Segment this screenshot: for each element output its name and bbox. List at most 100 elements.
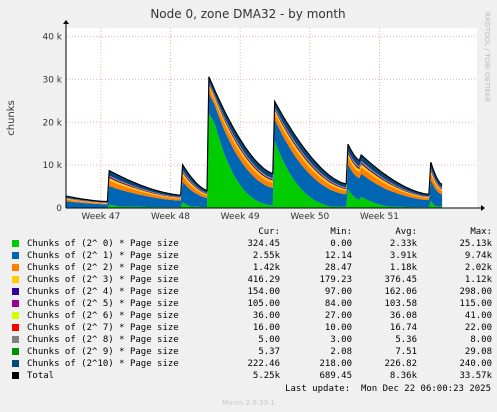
legend-swatch xyxy=(12,324,19,331)
legend-min: 28.47 xyxy=(324,263,352,273)
y-axis-arrow xyxy=(63,20,69,24)
legend-row: Chunks of (2^ 2) * Page size 1.42k 28.47 1.… xyxy=(12,262,492,274)
legend-label: Chunks of (2^ 1) * Page size xyxy=(27,251,179,261)
x-tick-label: Week 50 xyxy=(290,212,329,222)
legend-row: Chunks of (2^ 1) * Page size 2.55k 12.14 3.… xyxy=(12,250,492,262)
legend-row: Total 5.25k 689.45 8.36k 33.57k xyxy=(12,370,492,382)
legend-max: 1.12k xyxy=(464,275,492,285)
legend-min: 12.14 xyxy=(324,251,352,261)
legend-min: 179.23 xyxy=(319,275,352,285)
y-axis-label: chunks xyxy=(6,100,17,136)
legend-max: 2.02k xyxy=(464,263,492,273)
legend-label: Chunks of (2^ 3) * Page size xyxy=(27,275,179,285)
legend-label: Chunks of (2^ 9) * Page size xyxy=(27,347,179,357)
header-avg: Avg: xyxy=(395,227,417,237)
legend-label: Chunks of (2^ 4) * Page size xyxy=(27,287,179,297)
legend-cur: 154.00 xyxy=(247,287,280,297)
legend-cur: 16.00 xyxy=(252,323,280,333)
legend-swatch xyxy=(12,360,19,367)
legend-swatch xyxy=(12,288,19,295)
x-tick-label: Week 48 xyxy=(151,212,190,222)
legend-swatch xyxy=(12,348,19,355)
legend-label: Chunks of (2^ 8) * Page size xyxy=(27,335,179,345)
legend-cur: 5.37 xyxy=(258,347,280,357)
legend-cur: 416.29 xyxy=(247,275,280,285)
y-tick-label: 0 xyxy=(56,204,62,214)
header-min: Min: xyxy=(330,227,352,237)
y-tick-label: 10 k xyxy=(42,161,62,171)
legend-avg: 376.45 xyxy=(384,275,417,285)
x-tick-label: Week 47 xyxy=(81,212,120,222)
legend-row: Chunks of (2^ 0) * Page size 324.45 0.00 2.… xyxy=(12,238,492,250)
legend-label: Chunks of (2^ 7) * Page size xyxy=(27,323,179,333)
legend-row: Chunks of (2^ 9) * Page size 5.37 2.08 7.51… xyxy=(12,346,492,358)
legend-avg: 8.36k xyxy=(389,371,417,381)
legend-avg: 1.18k xyxy=(389,263,417,273)
grid xyxy=(66,28,477,208)
legend-swatch xyxy=(12,336,19,343)
total-line xyxy=(65,76,443,203)
legend-cur: 324.45 xyxy=(247,239,280,249)
legend-rows: Chunks of (2^ 0) * Page size 324.45 0.00 2.… xyxy=(12,238,492,382)
legend-swatch xyxy=(12,240,19,247)
legend-avg: 5.36 xyxy=(395,335,417,345)
chart-title: Node 0, zone DMA32 - by month xyxy=(150,7,345,21)
legend-max: 240.00 xyxy=(459,359,492,369)
legend-label: Chunks of (2^10) * Page size xyxy=(27,359,179,369)
legend-row: Chunks of (2^ 7) * Page size 16.00 10.00 16… xyxy=(12,322,492,334)
legend-min: 3.00 xyxy=(330,335,352,345)
legend-max: 115.00 xyxy=(459,299,492,309)
legend-row: Chunks of (2^ 4) * Page size 154.00 97.00 1… xyxy=(12,286,492,298)
y-tick-label: 40 k xyxy=(42,33,62,43)
legend-max: 41.00 xyxy=(464,311,492,321)
legend-avg: 162.06 xyxy=(384,287,417,297)
legend-max: 25.13k xyxy=(459,239,492,249)
legend-row: Chunks of (2^10) * Page size 222.46 218.00… xyxy=(12,358,492,370)
legend-label: Chunks of (2^ 6) * Page size xyxy=(27,311,179,321)
legend-swatch xyxy=(12,264,19,271)
x-tick-label: Week 51 xyxy=(360,212,399,222)
legend-swatch xyxy=(12,276,19,283)
legend-min: 218.00 xyxy=(319,359,352,369)
legend-label: Chunks of (2^ 0) * Page size xyxy=(27,239,179,249)
legend-cur: 36.00 xyxy=(252,311,280,321)
y-tick-label: 30 k xyxy=(42,75,62,85)
stacked-areas xyxy=(65,76,443,208)
munin-footer: Munin 2.0.33-1 xyxy=(222,399,275,407)
legend: Cur: Min: Avg: Max: Chunks of (2^ 0) * P… xyxy=(12,226,492,382)
legend-row: Chunks of (2^ 6) * Page size 36.00 27.00 36… xyxy=(12,310,492,322)
legend-row: Chunks of (2^ 3) * Page size 416.29 179.23… xyxy=(12,274,492,286)
legend-max: 22.00 xyxy=(464,323,492,333)
legend-cur: 1.42k xyxy=(252,263,280,273)
legend-max: 298.00 xyxy=(459,287,492,297)
legend-row: Chunks of (2^ 8) * Page size 5.00 3.00 5.36… xyxy=(12,334,492,346)
legend-cur: 105.00 xyxy=(247,299,280,309)
legend-cur: 222.46 xyxy=(247,359,280,369)
legend-label: Chunks of (2^ 2) * Page size xyxy=(27,263,179,273)
legend-min: 10.00 xyxy=(324,323,352,333)
legend-min: 0.00 xyxy=(330,239,352,249)
chart: Node 0, zone DMA32 - by month chunks RRD… xyxy=(6,7,491,222)
legend-min: 97.00 xyxy=(324,287,352,297)
legend-max: 8.00 xyxy=(470,335,492,345)
legend-swatch xyxy=(12,372,19,379)
legend-label: Total xyxy=(27,371,55,381)
last-update: Last update: Mon Dec 22 06:00:23 2025 xyxy=(285,384,491,394)
legend-swatch xyxy=(12,312,19,319)
legend-max: 29.08 xyxy=(464,347,492,357)
legend-header: Cur: Min: Avg: Max: xyxy=(12,226,492,238)
legend-avg: 103.58 xyxy=(384,299,417,309)
legend-avg: 16.74 xyxy=(389,323,417,333)
legend-avg: 226.82 xyxy=(384,359,417,369)
legend-max: 9.74k xyxy=(464,251,492,261)
legend-avg: 7.51 xyxy=(395,347,417,357)
legend-swatch xyxy=(12,252,19,259)
legend-min: 27.00 xyxy=(324,311,352,321)
x-axis-arrow xyxy=(481,205,485,211)
legend-avg: 36.08 xyxy=(389,311,417,321)
legend-avg: 3.91k xyxy=(389,251,417,261)
axes: 0 10 k 20 k 30 k 40 k Week 47 Week 48 Week 49 We… xyxy=(42,20,485,222)
legend-cur: 2.55k xyxy=(252,251,280,261)
legend-max: 33.57k xyxy=(459,371,492,381)
legend-label: Chunks of (2^ 5) * Page size xyxy=(27,299,179,309)
